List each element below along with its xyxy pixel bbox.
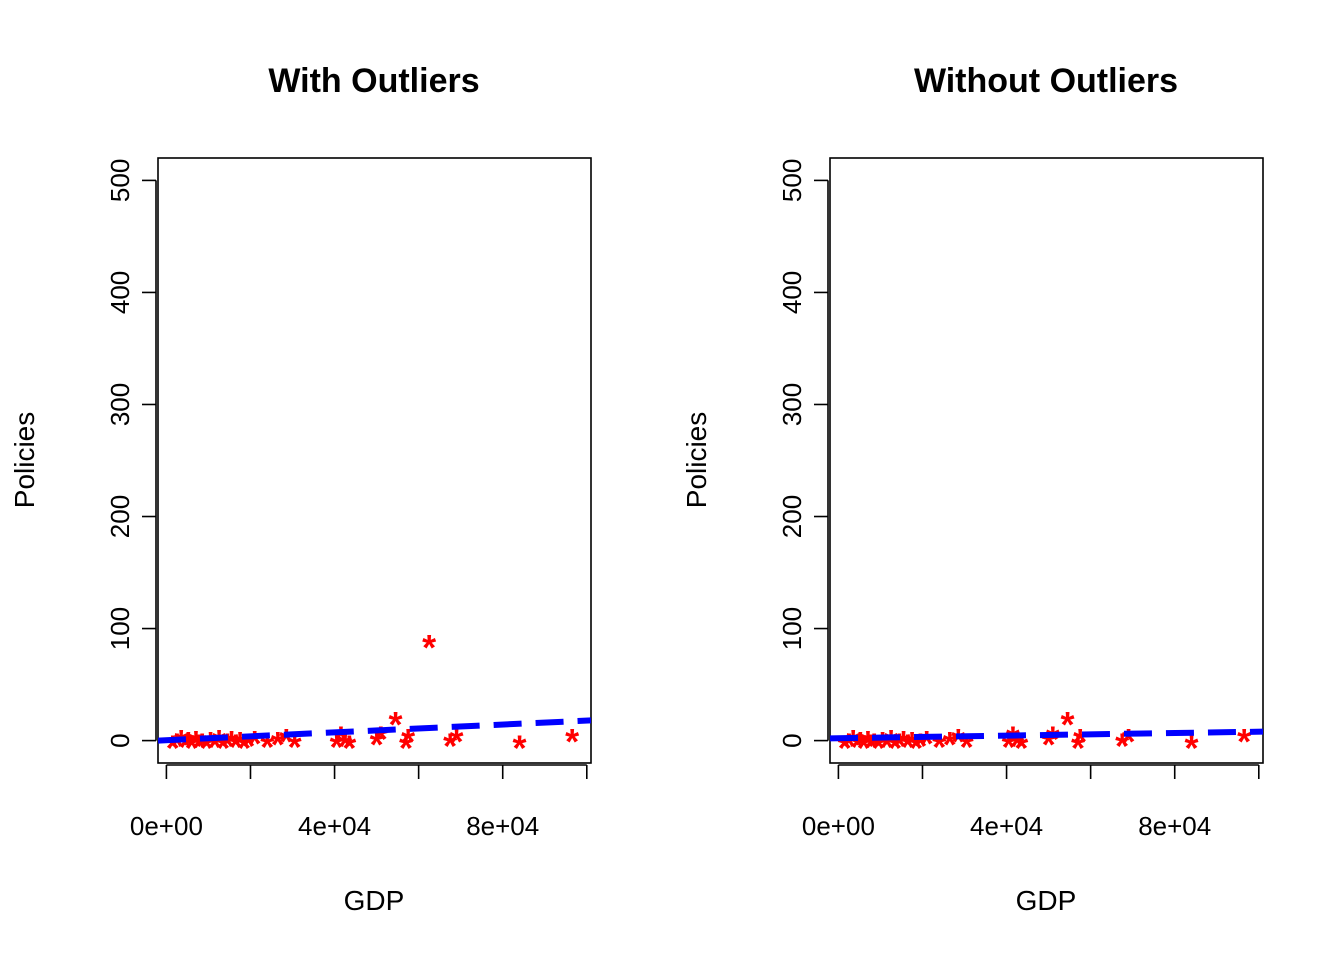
data-point: * [374,719,388,760]
data-point: * [853,724,867,765]
data-point: * [212,722,226,763]
fit-line [830,728,1263,742]
data-point: * [951,721,965,762]
y-tick-label: 200 [105,495,135,538]
data-point: * [342,728,356,769]
data-point: * [449,721,463,762]
x-tick-label: 0e+00 [130,811,203,841]
y-tick-label: 100 [777,607,807,650]
y-tick-label: 300 [777,383,807,426]
x-tick-label: 4e+04 [970,811,1043,841]
data-point: * [389,704,403,745]
data-point: * [1073,721,1087,762]
data-point: * [943,724,957,765]
x-tick-label: 4e+04 [298,811,371,841]
data-point: * [338,725,352,766]
data-point: * [513,728,527,769]
y-tick-label: 0 [105,733,135,747]
y-tick-label: 100 [105,607,135,650]
chart-title: Without Outliers [914,62,1178,100]
data-point: * [897,723,911,764]
data-point: * [185,728,199,769]
data-point: * [1071,728,1085,769]
y-axis-label: Policies [681,412,712,508]
data-point: * [920,723,934,764]
data-point: * [370,724,384,765]
y-tick-label: 300 [105,383,135,426]
data-point: * [1121,721,1135,762]
plot-panel-without-outliers: Without Outliers GDP Policies 0e+00 4e+04… [681,62,1264,916]
data-point: * [334,719,348,760]
data-point: * [225,723,239,764]
y-tick-label: 400 [105,271,135,314]
data-point: * [565,721,579,762]
data-point: * [181,724,195,765]
y-tick-label: 500 [105,159,135,202]
data-point: * [279,721,293,762]
plot-frame [829,157,1264,764]
chart-title: With Outliers [268,62,479,100]
y-axis-label: Policies [9,412,40,508]
data-point: * [960,726,974,767]
data-point: * [857,728,871,769]
fit-line [158,717,591,744]
y-tick-label: 500 [777,159,807,202]
data-point: * [1046,719,1060,760]
data-point: * [189,723,203,764]
plot-panel-with-outliers: With Outliers GDP Policies 0e+00 4e+04 8e+… [9,62,592,916]
x-tick-label: 0e+00 [802,811,875,841]
y-tick-label: 200 [777,495,807,538]
x-axis-label: GDP [344,885,405,916]
data-point: * [204,724,218,765]
x-tick-label: 8e+04 [1138,811,1211,841]
data-point: * [846,722,860,763]
data-point: * [399,728,413,769]
data-point: * [229,726,243,767]
data-point: * [1185,728,1199,769]
data-point: * [170,725,184,766]
data-point: * [1006,719,1020,760]
data-point: * [271,724,285,765]
data-point: * [443,725,457,766]
y-tick-label: 400 [777,271,807,314]
data-point: * [422,627,436,668]
data-point: * [861,723,875,764]
data-point: * [330,726,344,767]
data-point: * [884,722,898,763]
plot-frame [157,157,592,764]
data-point: * [901,726,915,767]
x-axis-label: GDP [1016,885,1077,916]
x-tick-label: 8e+04 [466,811,539,841]
data-point: * [1237,721,1251,762]
y-tick-label: 0 [777,733,807,747]
